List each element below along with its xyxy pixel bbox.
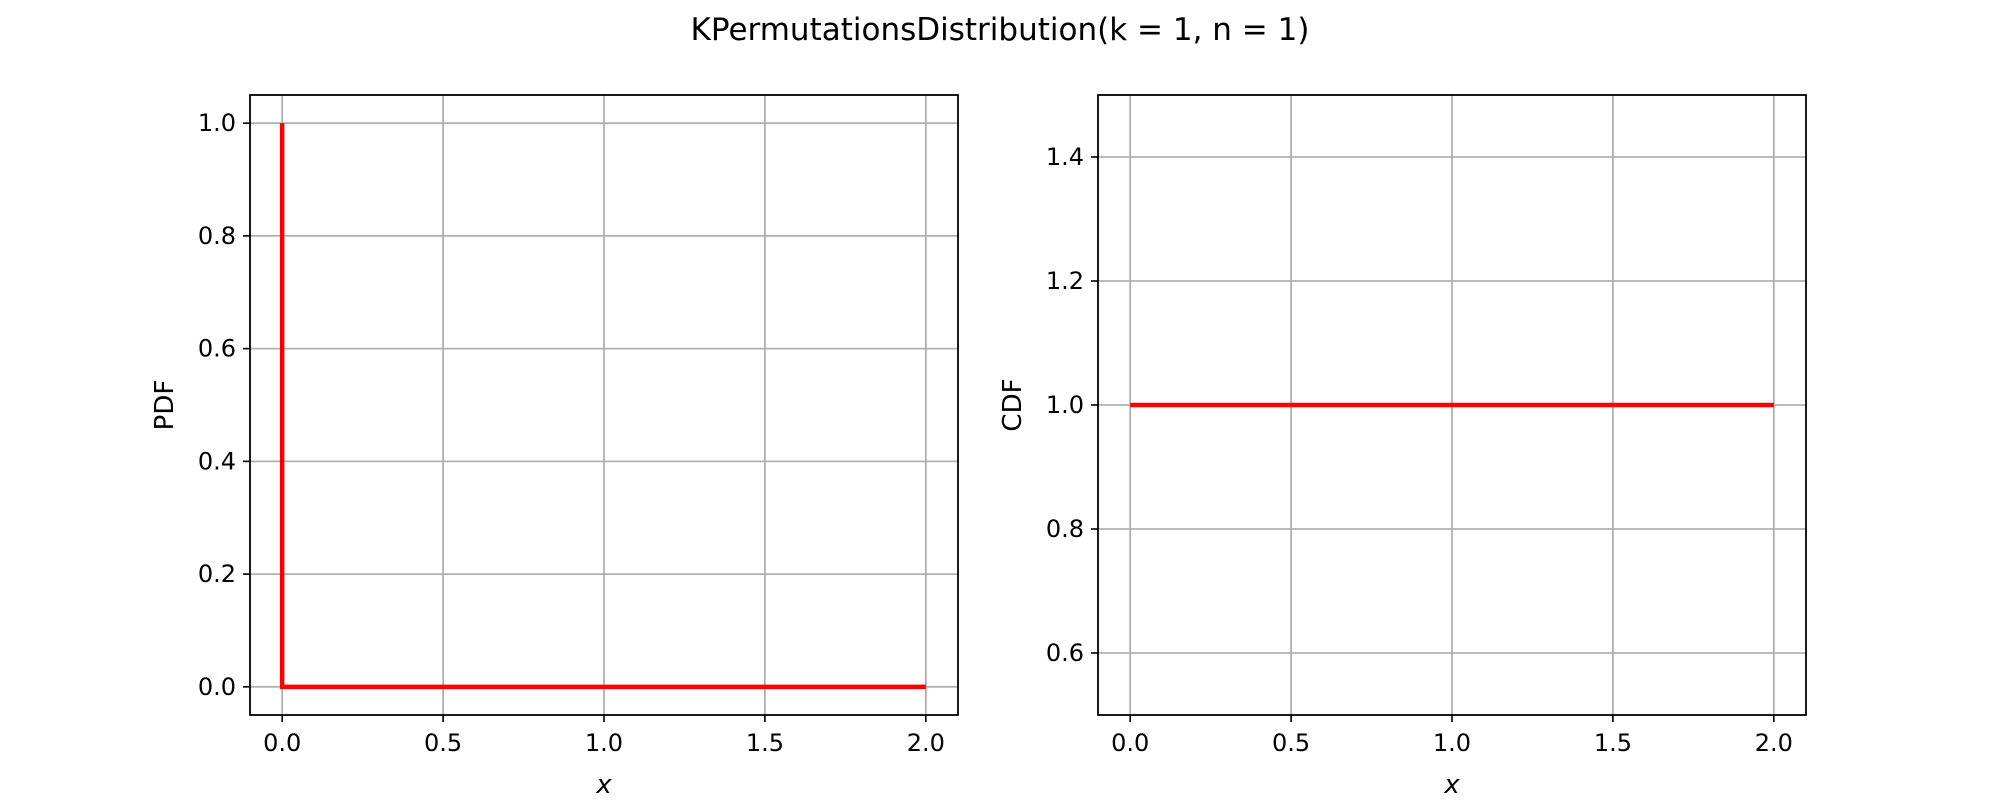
x-tick-label: 1.5	[746, 729, 784, 757]
x-tick-label: 1.5	[1594, 729, 1632, 757]
y-tick-label: 0.8	[198, 222, 236, 250]
data-line	[279, 123, 926, 690]
x-tick-label: 0.0	[1111, 729, 1149, 757]
x-tick-label: 0.5	[1272, 729, 1310, 757]
y-axis-label: CDF	[998, 378, 1028, 431]
x-axis-label: x	[1443, 770, 1460, 800]
x-tick-label: 2.0	[1755, 729, 1793, 757]
y-tick-label: 1.2	[1046, 267, 1084, 295]
y-tick-label: 0.0	[198, 673, 236, 701]
x-tick-label: 2.0	[907, 729, 945, 757]
x-axis-label: x	[595, 770, 612, 800]
y-tick-label: 1.0	[1046, 391, 1084, 419]
y-tick-label: 0.6	[1046, 639, 1084, 667]
pdf-panel: 0.0 0.5 1.0 1.5 2.0 0.0 0.2 0.4 0.6 0.8 1.0 x PDF	[150, 94, 959, 800]
y-tick-label: 0.2	[198, 560, 236, 588]
x-tick-label: 1.0	[585, 729, 623, 757]
y-axis-label: PDF	[150, 380, 180, 431]
y-tick-label: 0.4	[198, 447, 236, 475]
y-tick-label: 0.8	[1046, 515, 1084, 543]
y-tick-label: 0.6	[198, 335, 236, 363]
x-tick-label: 0.5	[424, 729, 462, 757]
y-tick-label: 1.0	[198, 109, 236, 137]
chart-title: KPermutationsDistribution(k = 1, n = 1)	[691, 12, 1310, 48]
y-tick-label: 1.4	[1046, 143, 1084, 171]
cdf-panel: 0.0 0.5 1.0 1.5 2.0 0.6 0.8 1.0 1.2 1.4 x CDF	[998, 94, 1807, 800]
x-tick-label: 1.0	[1433, 729, 1471, 757]
x-tick-label: 0.0	[263, 729, 301, 757]
